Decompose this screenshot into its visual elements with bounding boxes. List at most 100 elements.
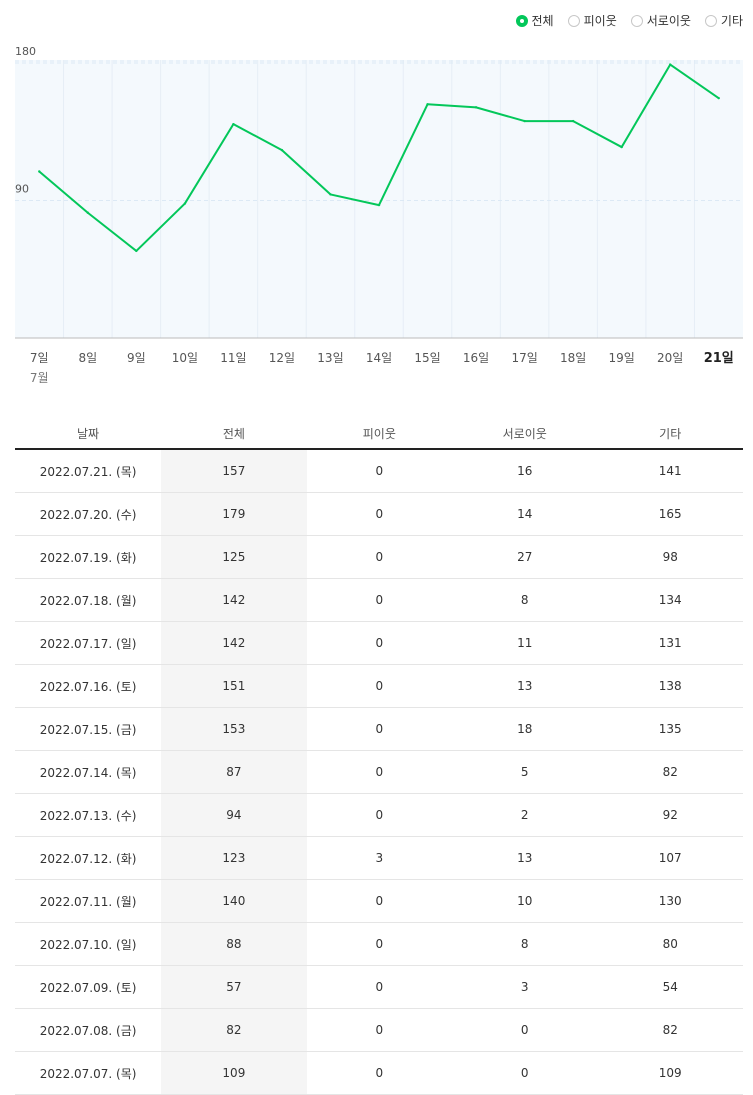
stats-table: 날짜 전체 피이웃 서로이웃 기타 2022.07.21. (목) 157 0 16 141 20…	[15, 419, 743, 1095]
table-row: 2022.07.14. (목) 87 0 5 82	[15, 750, 743, 794]
table-row: 2022.07.12. (화) 123 3 13 107	[15, 836, 743, 880]
table-cell: 10	[452, 879, 598, 923]
table-cell: 138	[597, 664, 743, 708]
table-cell: 125	[161, 535, 307, 579]
data-point	[183, 202, 187, 205]
table-cell: 0	[306, 1008, 453, 1052]
table-cell: 0	[306, 449, 453, 493]
filter-all[interactable]: 전체	[515, 12, 554, 29]
table-cell: 0	[452, 1051, 598, 1095]
table-cell: 131	[597, 621, 743, 665]
table-cell: 142	[161, 578, 307, 622]
table-cell: 151	[161, 664, 307, 708]
column-header: 피이웃	[306, 419, 453, 450]
table-cell: 153	[161, 707, 307, 751]
table-cell: 2022.07.07. (목)	[15, 1051, 162, 1095]
table-row: 2022.07.09. (토) 57 0 3 54	[15, 965, 743, 1009]
column-header: 전체	[161, 419, 307, 450]
table-cell: 82	[597, 750, 743, 794]
table-row: 2022.07.18. (월) 142 0 8 134	[15, 578, 743, 622]
x-tick-label: 16일	[463, 351, 489, 365]
table-cell: 0	[306, 621, 453, 665]
table-cell: 2022.07.15. (금)	[15, 707, 162, 751]
data-point	[38, 170, 41, 173]
table-cell: 2022.07.11. (월)	[15, 879, 162, 923]
data-point	[135, 249, 138, 253]
x-tick-label: 17일	[511, 351, 537, 365]
month-label: 7월	[30, 371, 49, 385]
table-cell: 140	[161, 879, 307, 923]
x-tick-label: 13일	[317, 351, 343, 365]
plot-area	[15, 60, 743, 338]
visitor-line-chart: 90 180 7일 8일 9일 10일 11일 12일 13일 14일 15일 16일 17일 18일 19…	[15, 45, 743, 385]
table-cell: 157	[161, 449, 307, 493]
table-cell: 0	[306, 965, 453, 1009]
table-cell: 2022.07.14. (목)	[15, 750, 162, 794]
table-cell: 109	[161, 1051, 307, 1095]
table-cell: 0	[306, 664, 453, 708]
table-cell: 2	[452, 793, 598, 837]
table-row: 2022.07.10. (일) 88 0 8 80	[15, 922, 743, 966]
filter-other[interactable]: 기타	[704, 12, 743, 29]
table-cell: 80	[597, 922, 743, 966]
table-cell: 0	[452, 1008, 598, 1052]
table-row: 2022.07.20. (수) 179 0 14 165	[15, 492, 743, 536]
table-cell: 87	[161, 750, 307, 794]
column-header: 날짜	[15, 419, 162, 450]
radio-icon[interactable]	[567, 14, 580, 27]
table-cell: 2022.07.21. (목)	[15, 449, 162, 493]
table-cell: 0	[306, 922, 453, 966]
radio-icon[interactable]	[704, 14, 717, 27]
data-point	[329, 193, 332, 196]
table-cell: 82	[597, 1008, 743, 1052]
data-point	[280, 148, 284, 152]
table-cell: 2022.07.12. (화)	[15, 836, 162, 880]
x-tick-label: 10일	[172, 351, 198, 365]
column-header: 서로이웃	[452, 419, 598, 450]
table-cell: 54	[597, 965, 743, 1009]
data-point	[377, 203, 381, 207]
x-tick-label: 18일	[560, 351, 586, 365]
table-row: 2022.07.16. (토) 151 0 13 138	[15, 664, 743, 708]
radio-selected-icon[interactable]	[515, 14, 528, 27]
filter-neighbor[interactable]: 피이웃	[567, 12, 617, 29]
filter-mutual[interactable]: 서로이웃	[630, 12, 691, 29]
table-cell: 16	[452, 449, 598, 493]
filter-neighbor-label: 피이웃	[583, 14, 617, 28]
y-tick-label: 90	[15, 183, 29, 196]
data-point	[232, 122, 235, 126]
table-cell: 123	[161, 836, 307, 880]
table-cell: 94	[161, 793, 307, 837]
x-tick-label: 20일	[657, 351, 683, 365]
table-cell: 2022.07.10. (일)	[15, 922, 162, 966]
table-cell: 27	[452, 535, 598, 579]
data-point	[717, 96, 720, 100]
table-header: 날짜 전체 피이웃 서로이웃 기타	[15, 419, 743, 450]
table-cell: 107	[597, 836, 743, 880]
y-tick-label: 180	[15, 45, 36, 58]
table-cell: 98	[597, 535, 743, 579]
table-cell: 0	[306, 750, 453, 794]
series-filter: 전체 피이웃 서로이웃 기타	[515, 12, 743, 29]
table-cell: 0	[306, 707, 453, 751]
table-cell: 0	[306, 793, 453, 837]
filter-other-label: 기타	[720, 14, 743, 28]
table-cell: 82	[161, 1008, 307, 1052]
filter-all-label: 전체	[531, 14, 554, 28]
table-cell: 8	[452, 578, 598, 622]
table-row: 2022.07.21. (목) 157 0 16 141	[15, 449, 743, 493]
radio-icon[interactable]	[630, 14, 643, 27]
table-cell: 2022.07.18. (월)	[15, 578, 162, 622]
table-cell: 18	[452, 707, 598, 751]
table-cell: 141	[597, 449, 743, 493]
table-cell: 11	[452, 621, 598, 665]
table-cell: 179	[161, 492, 307, 536]
table-cell: 2022.07.19. (화)	[15, 535, 162, 579]
table-body: 2022.07.21. (목) 157 0 16 141 2022.07.20. (수) 1…	[15, 449, 743, 1095]
table-cell: 88	[161, 922, 307, 966]
x-tick-label: 12일	[269, 351, 295, 365]
data-point	[86, 211, 90, 214]
table-cell: 8	[452, 922, 598, 966]
table-row: 2022.07.15. (금) 153 0 18 135	[15, 707, 743, 751]
table-row: 2022.07.17. (일) 142 0 11 131	[15, 621, 743, 665]
